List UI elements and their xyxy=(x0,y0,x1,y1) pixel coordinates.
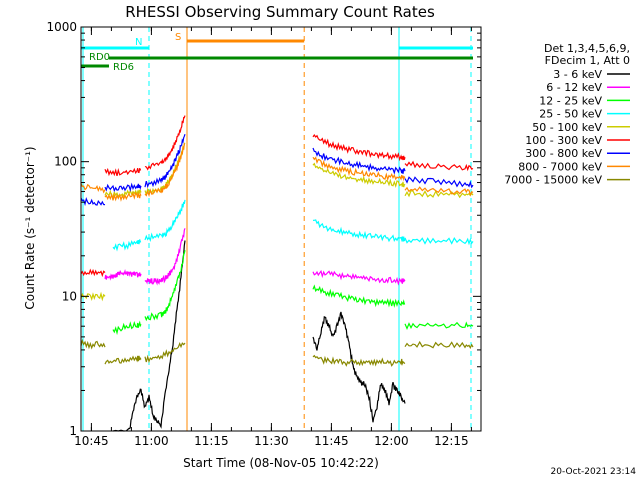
legend-label-1: 6 - 12 keV xyxy=(546,81,602,94)
series-line-2-seg-0 xyxy=(112,320,142,336)
legend-label-4: 50 - 100 keV xyxy=(532,121,602,134)
series-line-4-seg-3 xyxy=(312,162,406,189)
series-line-6-seg-1 xyxy=(104,182,142,193)
y-tick-label-2: 100 xyxy=(54,155,77,169)
legend-label-3: 25 - 50 keV xyxy=(539,108,602,121)
x-tick-label-0: 10:45 xyxy=(74,434,109,448)
x-tick-label-5: 12:00 xyxy=(374,434,409,448)
series-line-5-seg-2 xyxy=(144,115,186,171)
x-tick-label-2: 11:15 xyxy=(194,434,229,448)
legend-header-line-1: Det 1,3,4,5,6,9, xyxy=(544,42,630,55)
series-line-5-seg-0 xyxy=(80,268,106,278)
x-tick-label-4: 11:45 xyxy=(314,434,349,448)
series-line-5-seg-3 xyxy=(312,133,406,162)
y-tick-label-3: 1000 xyxy=(46,20,77,34)
series-line-5-seg-1 xyxy=(104,167,142,177)
legend-label-0: 3 - 6 keV xyxy=(553,68,602,81)
y-tick-label-0: 1 xyxy=(69,424,77,438)
series-line-8-seg-0 xyxy=(80,338,106,350)
series-line-8-seg-3 xyxy=(312,354,406,367)
series-line-8-seg-1 xyxy=(104,355,142,365)
plot-frame xyxy=(80,26,482,432)
series-line-5-seg-4 xyxy=(404,160,474,172)
series-line-3-seg-1 xyxy=(144,199,186,243)
legend-label-6: 300 - 800 keV xyxy=(525,147,602,160)
series-line-6-seg-4 xyxy=(404,176,474,189)
legend-label-7: 800 - 7000 keV xyxy=(518,160,602,173)
series-line-3-seg-3 xyxy=(404,237,474,246)
series-line-7-seg-3 xyxy=(312,156,406,182)
timestamp: 20-Oct-2021 23:14 xyxy=(551,467,637,477)
flag-label-3: RD0 xyxy=(89,52,110,63)
y-tick-label-1: 10 xyxy=(62,289,77,303)
series-line-1-seg-2 xyxy=(312,269,406,286)
series-line-0-seg-1 xyxy=(312,311,406,423)
series-line-6-seg-2 xyxy=(144,134,186,189)
series-line-0-seg-0 xyxy=(112,240,186,432)
series-line-7-seg-4 xyxy=(404,186,474,197)
series-line-8-seg-4 xyxy=(404,340,474,350)
series-line-2-seg-1 xyxy=(144,250,186,322)
series-line-6-seg-0 xyxy=(80,197,106,207)
series-line-6-seg-3 xyxy=(312,147,406,175)
flag-label-0: N xyxy=(135,37,142,48)
series-line-3-seg-2 xyxy=(312,219,406,243)
legend-label-2: 12 - 25 keV xyxy=(539,94,602,107)
series-line-7-seg-0 xyxy=(80,183,106,194)
series-line-3-seg-0 xyxy=(112,239,142,252)
series-line-2-seg-2 xyxy=(312,284,406,308)
series-line-4-seg-4 xyxy=(404,190,474,199)
legend-label-8: 7000 - 15000 keV xyxy=(504,174,602,187)
legend-label-5: 100 - 300 keV xyxy=(525,134,602,147)
series-line-1-seg-0 xyxy=(104,269,142,281)
y-axis-label: Count Rate (s⁻¹ detector⁻¹) xyxy=(23,146,37,309)
series-line-2-seg-3 xyxy=(404,321,474,331)
legend-header-line-2: FDecim 1, Att 0 xyxy=(545,54,630,67)
series-line-1-seg-1 xyxy=(144,228,186,286)
x-axis-label: Start Time (08-Nov-05 10:42:22) xyxy=(183,456,379,470)
series-line-7-seg-1 xyxy=(104,191,142,202)
series-line-8-seg-2 xyxy=(144,342,186,364)
flag-label-4: RD6 xyxy=(113,62,134,73)
x-tick-label-3: 11:30 xyxy=(254,434,289,448)
chart-title: RHESSI Observing Summary Count Rates xyxy=(125,3,435,21)
series-line-7-seg-2 xyxy=(144,143,185,198)
x-tick-label-6: 12:15 xyxy=(434,434,469,448)
flag-label-2: S xyxy=(175,32,181,43)
x-tick-label-1: 11:00 xyxy=(134,434,169,448)
